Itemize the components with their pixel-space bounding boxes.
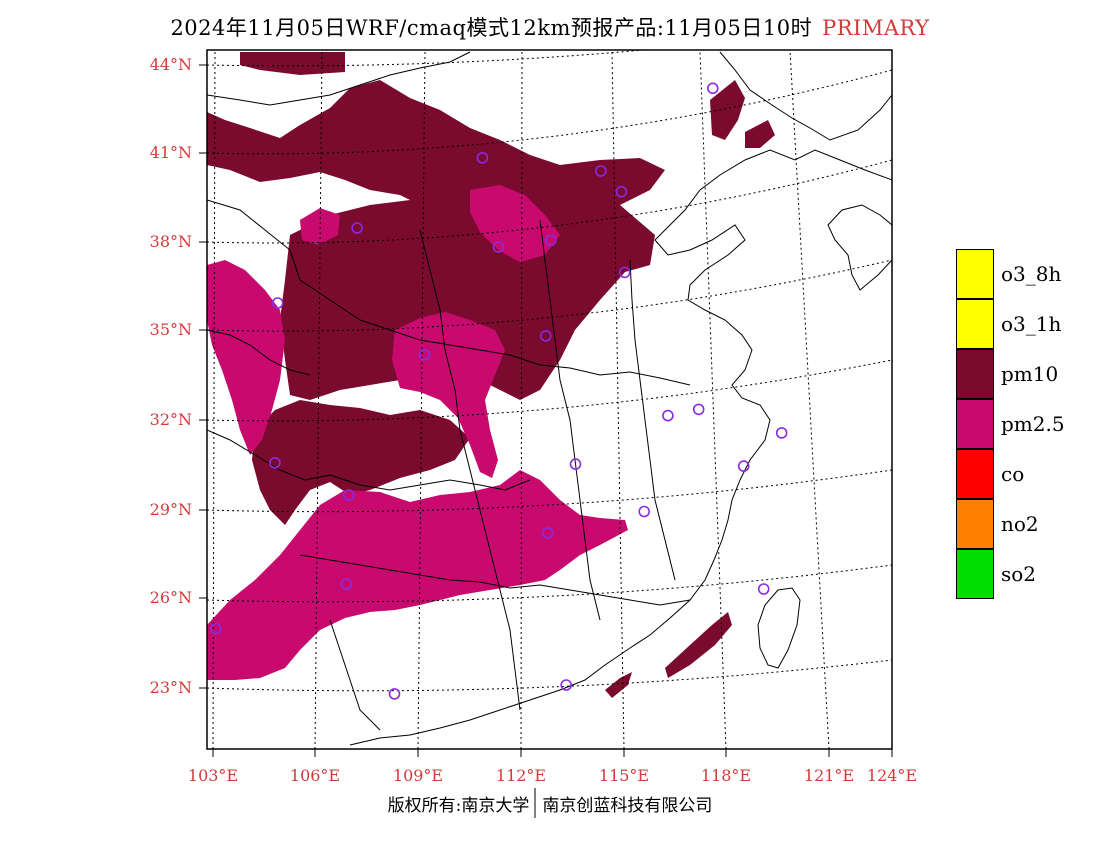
lat-label-38: 38°N — [149, 232, 192, 251]
lat-label-23: 23°N — [149, 678, 192, 697]
title-tag: PRIMARY — [822, 16, 930, 40]
station-marker — [638, 505, 651, 518]
boundaries — [207, 51, 892, 746]
legend-swatch — [956, 399, 994, 449]
station-marker — [340, 578, 353, 590]
station-marker — [269, 456, 281, 469]
pm10-northeast — [710, 80, 745, 140]
station-marker — [615, 185, 628, 198]
legend-item-co: co — [956, 449, 1076, 499]
station-marker — [271, 297, 284, 309]
pm10-north-band — [207, 80, 665, 240]
station-marker — [492, 241, 505, 253]
station-markers — [210, 82, 788, 700]
station-marker — [541, 527, 554, 539]
lon-label-121: 121°E — [803, 766, 855, 785]
province-lines-8 — [207, 329, 311, 376]
lat-label-32: 32°N — [149, 410, 192, 429]
legend-label: pm10 — [1001, 362, 1059, 386]
pollutant-legend: o3_8h o3_1h pm10 pm2.5 co no2 so2 — [956, 249, 1076, 599]
lon-label-115: 115°E — [598, 766, 650, 785]
province-lines-5 — [539, 219, 601, 621]
legend-label: o3_8h — [1001, 262, 1062, 286]
station-marker — [594, 165, 607, 177]
lon-label-103: 103°E — [187, 766, 239, 785]
pm25-ningxia — [300, 208, 340, 245]
station-marker — [476, 152, 489, 164]
title-main: 2024年11月05日WRF/cmaq模式12km预报产品:11月05日10时 — [170, 16, 813, 40]
station-marker — [775, 427, 788, 439]
legend-label: co — [1001, 462, 1025, 486]
station-marker — [351, 222, 363, 234]
legend-label: so2 — [1001, 562, 1037, 586]
station-marker — [569, 458, 582, 470]
legend-swatch — [956, 449, 994, 499]
lon-label-109: 109°E — [392, 766, 444, 785]
national-border-ne — [719, 51, 892, 141]
legend-swatch — [956, 499, 994, 549]
station-marker — [737, 460, 750, 472]
lat-label-35: 35°N — [149, 320, 192, 339]
taiwan-outline — [757, 587, 801, 669]
lat-label-44: 44°N — [149, 55, 192, 74]
legend-label: no2 — [1001, 512, 1039, 536]
station-marker — [418, 349, 431, 361]
pm10-top-left — [240, 52, 345, 75]
legend-swatch — [956, 249, 994, 299]
coastline — [349, 149, 892, 746]
legend-label: pm2.5 — [1001, 412, 1065, 436]
station-marker — [388, 688, 401, 700]
lon-label-124: 124°E — [866, 766, 918, 785]
footer-right: 南京创蓝科技有限公司 — [542, 796, 713, 816]
legend-item-o3-1h: o3_1h — [956, 299, 1076, 349]
province-lines-4 — [419, 229, 521, 711]
legend-swatch — [956, 299, 994, 349]
pm10-sichuan-basin — [252, 400, 470, 525]
station-marker — [662, 409, 674, 422]
station-marker — [210, 622, 222, 635]
legend-item-no2: no2 — [956, 499, 1076, 549]
pm25-north-patch — [470, 185, 560, 262]
station-marker — [706, 82, 719, 95]
legend-swatch — [956, 549, 994, 599]
copyright-footer: 版权所有:南京大学 南京创蓝科技有限公司 — [0, 791, 1100, 820]
province-lines-1 — [207, 199, 691, 386]
pm10-ne-coast — [745, 120, 775, 148]
legend-item-o3-8h: o3_8h — [956, 249, 1076, 299]
lat-label-26: 26°N — [149, 588, 192, 607]
station-marker — [539, 330, 552, 342]
legend-item-pm25: pm2.5 — [956, 399, 1076, 449]
lon-label-118: 118°E — [700, 766, 752, 785]
pm10-area — [207, 52, 775, 698]
map-frame — [206, 49, 893, 750]
station-marker — [342, 489, 355, 501]
legend-item-so2: so2 — [956, 549, 1076, 599]
footer-left: 版权所有:南京大学 — [387, 796, 530, 816]
korea-outline — [827, 204, 892, 291]
legend-item-pm10: pm10 — [956, 349, 1076, 399]
pm25-western-edge — [207, 260, 285, 455]
pm10-central-block — [280, 200, 655, 400]
station-marker — [618, 266, 631, 279]
tick-marks — [199, 64, 893, 757]
lat-label-41: 41°N — [149, 143, 192, 162]
pm10-taiwan-strait — [665, 612, 732, 678]
lat-label-29: 29°N — [149, 500, 192, 519]
lon-label-112: 112°E — [495, 766, 547, 785]
legend-label: o3_1h — [1001, 312, 1062, 336]
lon-label-106: 106°E — [289, 766, 341, 785]
station-marker — [544, 234, 557, 247]
province-lines-6 — [629, 259, 676, 581]
province-lines-2 — [207, 429, 531, 491]
national-border-north — [207, 51, 471, 106]
legend-swatch — [956, 349, 994, 399]
pm10-guangdong-coast — [605, 672, 632, 698]
station-marker — [560, 679, 573, 691]
station-marker — [692, 403, 705, 416]
province-lines-7 — [329, 619, 381, 731]
province-lines-3 — [299, 554, 691, 606]
chart-title: 2024年11月05日WRF/cmaq模式12km预报产品:11月05日10时 P… — [0, 12, 1100, 42]
station-marker — [757, 583, 770, 595]
